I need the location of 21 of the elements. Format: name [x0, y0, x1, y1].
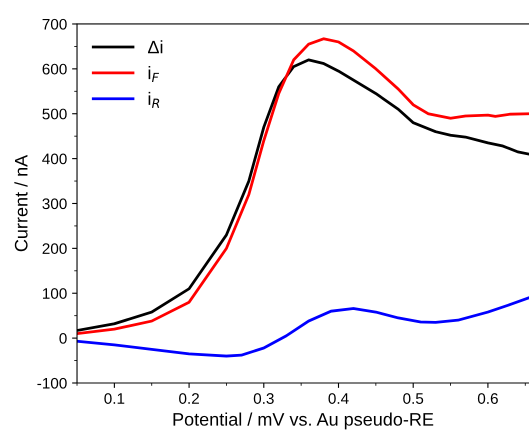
x-tick-label: 0.2 — [179, 393, 199, 404]
y-tick-label: 100 — [42, 288, 67, 299]
legend-label: i$_{R}$ — [148, 92, 160, 108]
y-tick-label: 500 — [42, 108, 67, 120]
x-tick-label: 0.1 — [104, 393, 124, 404]
legend-label: i$_{F}$ — [148, 66, 160, 82]
y-tick-label: 700 — [42, 18, 67, 30]
x-tick-label: 0.3 — [254, 393, 274, 404]
x-axis-title: Potential / mV vs. Au pseudo-RE — [174, 412, 434, 430]
x-tick-label: 0.5 — [403, 393, 424, 404]
x-tick-label: 0.4 — [328, 393, 349, 404]
y-tick-label: 200 — [42, 243, 67, 254]
y-axis-title: Current / nA — [14, 154, 28, 252]
y-tick-label: 400 — [42, 153, 67, 164]
y-tick-label: 600 — [42, 64, 67, 75]
x-tick-label: 0.6 — [478, 393, 498, 404]
y-tick-label: 300 — [42, 198, 67, 210]
legend-label: Δi — [148, 40, 162, 54]
y-tick-label: 0 — [59, 332, 67, 344]
line-series — [77, 296, 529, 358]
y-tick-label: -100 — [37, 378, 67, 389]
